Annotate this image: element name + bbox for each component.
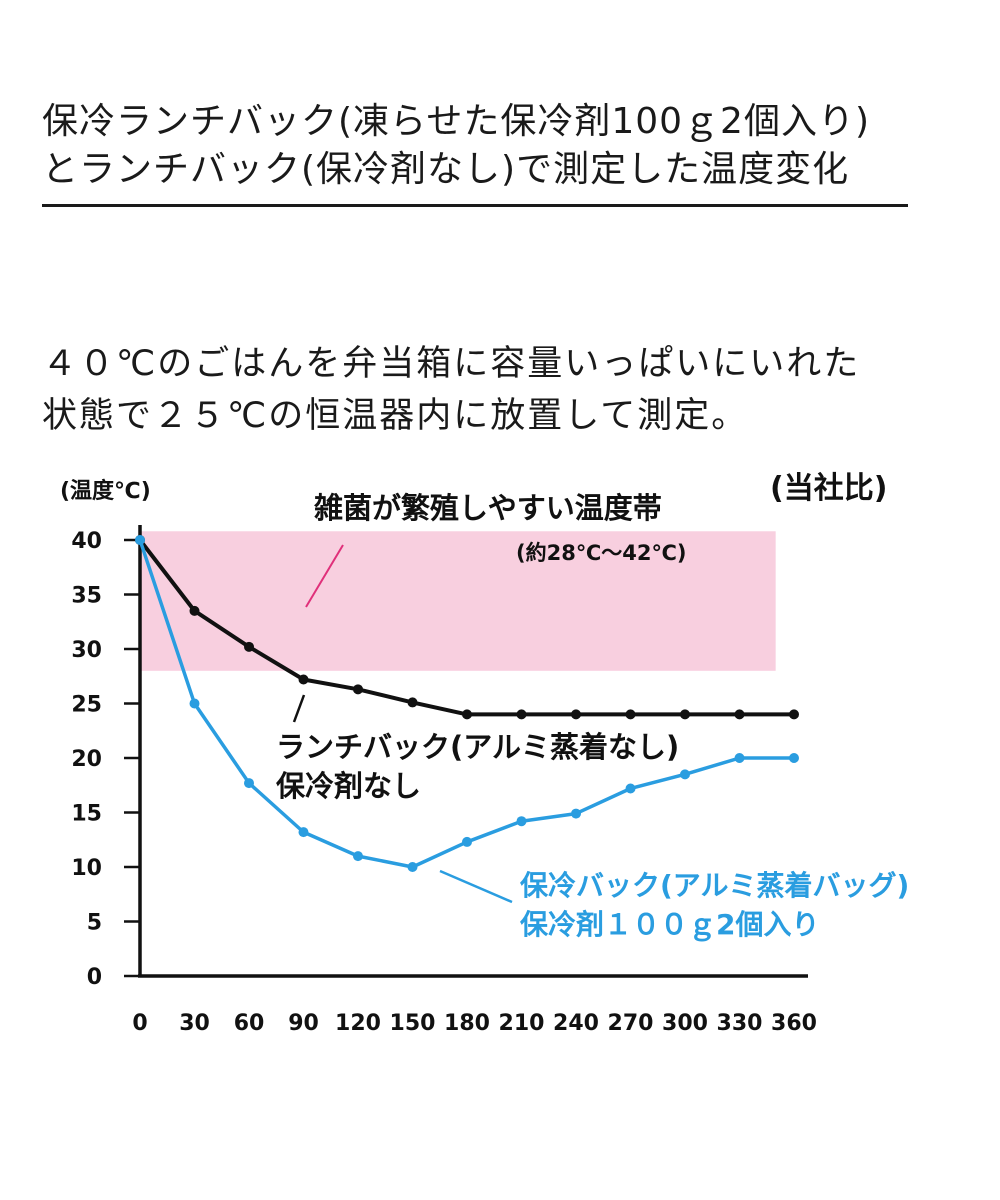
series-point-cooler-bag-180 <box>462 836 472 847</box>
series-point-cooler-bag-120 <box>353 851 363 862</box>
series-point-cooler-bag-60 <box>244 778 254 789</box>
lunch-bag-label-line-2: 保冷剤なし <box>275 769 421 803</box>
cooler-bag-label-line-2: 保冷剤１００ｇ2個入り <box>520 908 819 942</box>
series-point-lunch-bag-300 <box>680 709 690 720</box>
title-underline <box>42 204 908 207</box>
description-line-1: ４０℃のごはんを弁当箱に容量いっぱいにいれた <box>42 344 861 384</box>
x-tick-label-210: 210 <box>499 1011 545 1036</box>
description-block: ４０℃のごはんを弁当箱に容量いっぱいにいれた 状態で２５℃の恒温器内に放置して測… <box>42 338 942 442</box>
y-tick-label-25: 25 <box>71 693 102 718</box>
series-point-cooler-bag-150 <box>407 862 418 872</box>
series-point-lunch-bag-30 <box>189 605 200 616</box>
cooler-bag-pointer <box>439 869 513 904</box>
series-point-cooler-bag-330 <box>734 753 745 763</box>
x-tick-label-180: 180 <box>444 1011 490 1036</box>
lunch-bag-label-line-1: ランチバック(アルミ蒸着なし) <box>276 730 679 764</box>
series-point-lunch-bag-150 <box>407 697 418 708</box>
source-note: (当社比) <box>770 471 887 506</box>
chart-title-line-1: 保冷ランチバック(凍らせた保冷剤100ｇ2個入り) <box>42 101 870 142</box>
series-point-cooler-bag-90 <box>298 827 309 838</box>
series-point-lunch-bag-360 <box>789 709 799 720</box>
series-point-cooler-bag-300 <box>680 769 690 780</box>
series-point-lunch-bag-210 <box>516 709 527 720</box>
x-tick-label-0: 0 <box>132 1011 147 1036</box>
zone-sublabel: (約28℃～42℃) <box>516 541 687 565</box>
zone-label: 雑菌が繁殖しやすい温度帯 <box>313 491 662 525</box>
series-point-lunch-bag-180 <box>462 709 472 720</box>
series-point-lunch-bag-270 <box>625 709 636 720</box>
series-point-cooler-bag-0 <box>135 535 145 545</box>
y-axis-label: (温度℃) <box>60 478 151 504</box>
x-tick-label-300: 300 <box>662 1011 708 1036</box>
series-point-cooler-bag-360 <box>789 753 799 763</box>
y-tick-label-0: 0 <box>87 965 102 990</box>
title-block: 保冷ランチバック(凍らせた保冷剤100ｇ2個入り) とランチバック(保冷剤なし)… <box>42 98 922 194</box>
lunch-bag-pointer <box>292 694 306 723</box>
series-point-lunch-bag-240 <box>571 709 581 720</box>
y-tick-label-40: 40 <box>71 529 102 554</box>
description-line-2: 状態で２５℃の恒温器内に放置して測定。 <box>42 396 749 436</box>
series-point-lunch-bag-120 <box>353 684 363 695</box>
chart-title-line-2: とランチバック(保冷剤なし)で測定した温度変化 <box>42 149 850 190</box>
cooler-bag-label-line-1: 保冷バック(アルミ蒸着バッグ) <box>520 869 909 902</box>
x-tick-label-90: 90 <box>288 1011 319 1036</box>
x-tick-label-60: 60 <box>234 1011 265 1036</box>
x-tick-label-120: 120 <box>335 1011 381 1036</box>
y-tick-label-35: 35 <box>71 584 102 609</box>
x-tick-label-240: 240 <box>553 1011 599 1036</box>
series-point-cooler-bag-240 <box>571 808 581 819</box>
x-tick-label-330: 330 <box>717 1011 763 1036</box>
series-point-cooler-bag-270 <box>625 783 636 794</box>
x-tick-label-30: 30 <box>179 1011 210 1036</box>
y-tick-label-15: 15 <box>71 802 102 827</box>
x-tick-label-270: 270 <box>608 1011 654 1036</box>
series-point-lunch-bag-330 <box>734 709 745 720</box>
y-tick-label-10: 10 <box>71 856 102 881</box>
y-tick-label-5: 5 <box>87 911 102 936</box>
x-tick-label-360: 360 <box>771 1011 817 1036</box>
x-tick-label-150: 150 <box>390 1011 436 1036</box>
zone-pointer-line <box>305 544 344 608</box>
y-tick-label-30: 30 <box>71 638 102 663</box>
series-point-lunch-bag-60 <box>244 641 254 652</box>
y-tick-label-20: 20 <box>71 747 102 772</box>
series-point-cooler-bag-210 <box>516 816 527 827</box>
series-point-lunch-bag-90 <box>298 674 309 685</box>
series-point-cooler-bag-30 <box>189 698 200 709</box>
